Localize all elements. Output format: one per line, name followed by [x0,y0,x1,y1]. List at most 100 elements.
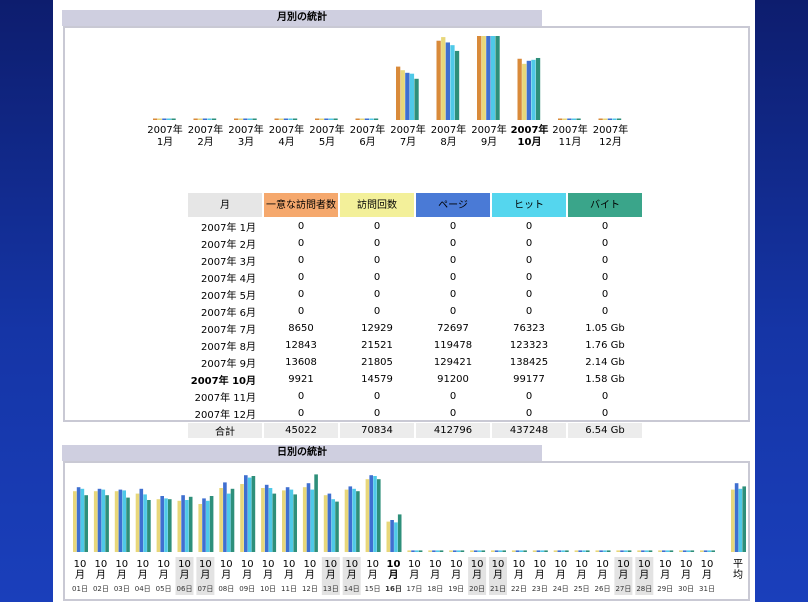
value-cell: 12929 [361,323,393,334]
day-month-label: 月 [535,569,545,581]
table-row: 2007年 10月 9921 14579 91200 99177 1.58 Gb [188,372,642,387]
month-bar [486,36,491,120]
value-cell: 12843 [285,340,317,351]
month-bar [603,118,608,120]
weekend-shade [175,557,194,595]
day-bar [411,550,415,552]
month-bar [279,118,284,120]
day-month-label: 10 [115,559,128,570]
day-bar [206,500,210,552]
day-tick-label: 12日 [302,585,318,593]
day-bar [532,550,537,552]
day-bar [101,489,106,552]
table-total-row: 合計 45022 70834 412796 437248 6.54 Gb [188,423,642,438]
day-bar [599,550,603,552]
day-tick-label: 31日 [699,585,715,593]
day-bar [122,490,126,552]
day-bar [348,486,353,552]
value-cell: 0 [373,272,381,283]
day-month-label: 10 [220,559,233,570]
month-bar [166,118,172,120]
month-tick-label: 2007年 [309,123,344,136]
table-row: 2007年 2月 0 0 0 0 0 [188,236,642,251]
month-cell: 2007年 11月 [194,393,256,404]
day-month-label: 月 [472,569,482,581]
month-bar [238,118,243,120]
day-month-label: 月 [221,569,231,581]
day-group: 10月 15日 [365,475,381,593]
day-month-label: 月 [96,569,106,581]
day-tick-label: 04日 [135,585,151,593]
day-month-label: 月 [639,569,649,581]
table-header-cell: 月 [188,193,262,217]
day-bar [595,550,600,552]
month-bar [252,118,257,120]
day-tick-label: 21日 [490,585,506,593]
day-bar [707,550,712,552]
month-tick-label: 12月 [599,136,622,148]
value-cell: 0 [601,306,609,317]
day-month-label: 10 [74,559,87,570]
day-bar [641,550,645,552]
day-month-label: 月 [75,569,85,581]
average-label: 平 [733,559,743,570]
day-group: 10月 28日 [635,550,654,595]
weekend-shade [321,557,340,595]
month-bar [405,72,410,120]
day-group: 10月 11日 [281,487,297,593]
day-bar [578,550,582,552]
day-bar [219,488,223,552]
value-cell: 437248 [492,423,566,438]
table-row: 2007年 11月 0 0 0 0 0 [188,389,642,404]
day-bar [327,493,332,552]
day-bar [616,550,620,552]
day-month-label: 10 [136,559,149,570]
table-header-cell: 一意な訪問者数 [264,193,338,217]
month-bar [612,118,617,120]
day-bar [356,491,360,552]
weekend-shade [342,557,361,595]
day-tick-label: 29日 [657,585,673,593]
value-cell: 0 [373,391,381,402]
month-cell: 2007年 3月 [201,257,256,268]
day-bar [679,550,683,552]
table-row: 2007年 12月 0 0 0 0 0 [188,406,642,421]
month-bar [243,118,248,120]
day-bar [665,550,670,552]
month-bar [355,118,360,120]
day-bar [428,550,432,552]
day-tick-label: 24日 [553,585,569,593]
day-group: 10月 30日 [678,550,695,593]
day-tick-label: 03日 [114,585,130,593]
day-bar [481,550,486,552]
month-tick-label: 2月 [197,136,213,148]
day-group: 10月 22日 [511,550,527,593]
day-group: 10月 06日 [175,495,194,595]
day-bar [519,550,524,552]
month-tick-label: 2007年 [471,123,506,136]
day-bar [682,550,687,552]
day-month-label: 月 [138,569,148,581]
day-bar [164,498,168,552]
day-month-label: 月 [347,569,357,581]
value-cell: 0 [297,272,305,283]
month-bar [490,36,496,120]
value-cell: 0 [449,255,457,266]
day-tick-label: 13日 [323,585,339,593]
month-tick-label: 8月 [440,136,456,148]
day-bar [302,487,307,552]
value-cell: 0 [373,408,381,419]
day-bar [114,491,119,552]
day-bar [156,499,161,552]
day-bar [477,550,482,552]
month-tick-label: 4月 [278,136,294,148]
day-month-label: 月 [305,569,315,581]
day-tick-label: 20日 [469,585,485,593]
month-bar [400,70,405,120]
day-tick-label: 08日 [218,585,234,593]
day-bar [247,477,252,552]
day-bar [415,550,419,552]
day-group: 10月 16日 [385,514,402,593]
day-month-label: 10 [387,559,401,570]
